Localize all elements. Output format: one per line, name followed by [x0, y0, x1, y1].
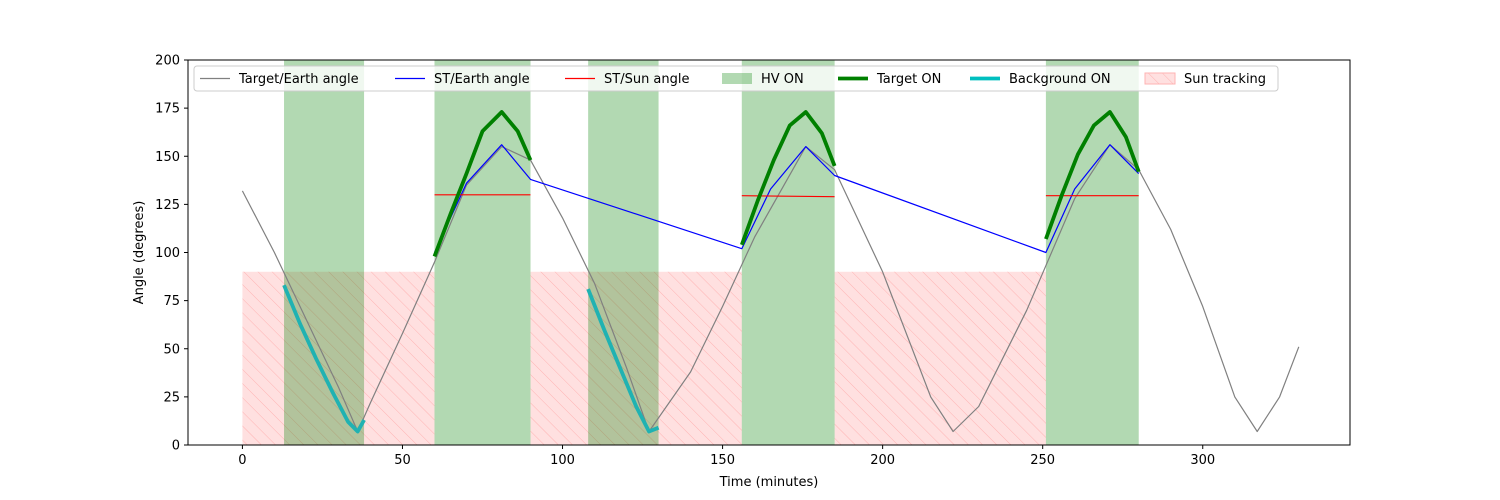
series-st-earth-angle: [433, 144, 1140, 254]
y-tick-label: 150: [155, 150, 180, 165]
series-target-earth-angle: [241, 144, 1300, 433]
y-tick-label: 125: [155, 198, 180, 213]
sun-tracking-hatch: [530, 271, 742, 445]
legend-box: [193, 65, 1279, 92]
hv-on-span: [588, 60, 659, 445]
series-layer: [241, 110, 1300, 434]
y-tick-label: 200: [155, 54, 180, 69]
series-st-sun-angle: [741, 195, 835, 198]
y-tick-label: 50: [163, 342, 180, 357]
x-tick-label: 250: [1030, 453, 1055, 468]
legend-label: ST/Sun angle: [604, 72, 690, 87]
series-target-on: [740, 110, 837, 246]
y-tick-label: 75: [163, 294, 180, 309]
x-tick-label: 150: [710, 453, 735, 468]
legend-label: Sun tracking: [1184, 72, 1266, 87]
legend-label: Background ON: [1009, 72, 1111, 87]
hv-on-span: [284, 60, 365, 445]
series-background-on: [282, 284, 366, 434]
legend-label: ST/Earth angle: [434, 72, 530, 87]
series-target-on: [1044, 110, 1141, 240]
hv-on-span: [741, 60, 835, 445]
sun-tracking-hatch: [834, 271, 1046, 445]
legend-swatch: [722, 73, 752, 84]
y-tick-label: 100: [155, 246, 180, 261]
sun-tracking-hatch: [242, 271, 435, 445]
background-layer: [242, 60, 1139, 445]
x-tick-label: 50: [394, 453, 411, 468]
y-axis-label: Angle (degrees): [132, 201, 147, 305]
y-tick-label: 25: [163, 390, 180, 405]
y-tick-label: 0: [172, 439, 180, 454]
hv-on-span: [434, 60, 531, 445]
legend: Target/Earth angle ST/Earth angle ST/Sun a…: [193, 65, 1279, 92]
legend-label: Target/Earth angle: [238, 72, 359, 87]
x-axis-label: Time (minutes): [719, 475, 819, 490]
x-tick-label: 0: [238, 453, 246, 468]
legend-swatch-hatch: [1145, 73, 1175, 84]
y-tick-label: 175: [155, 102, 180, 117]
series-background-on: [586, 288, 660, 434]
axes-layer: 0 50 100 150 200 250 300 0 25 50 75 100 125 150 175 200: [155, 54, 1215, 469]
legend-label: Target ON: [876, 72, 941, 87]
hv-on-span: [1045, 60, 1139, 445]
x-tick-label: 100: [550, 453, 575, 468]
x-tick-label: 300: [1190, 453, 1215, 468]
series-target-on: [432, 110, 533, 258]
x-tick-label: 200: [870, 453, 895, 468]
legend-label: HV ON: [761, 72, 804, 87]
